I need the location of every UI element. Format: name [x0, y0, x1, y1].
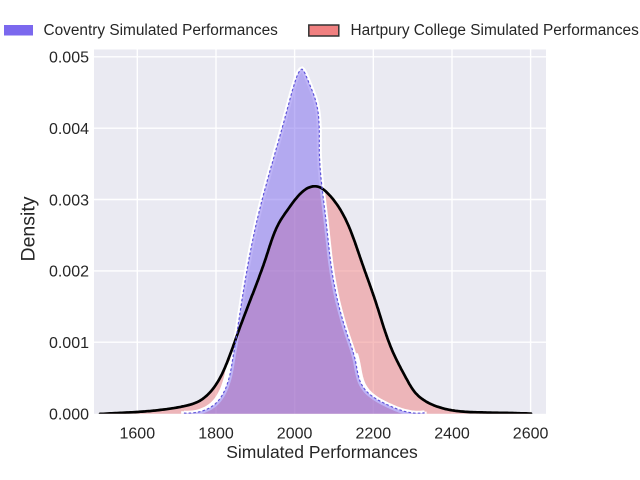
svg-text:2400: 2400 [434, 426, 470, 443]
svg-text:2000: 2000 [277, 426, 313, 443]
svg-text:0.001: 0.001 [49, 335, 89, 352]
svg-text:Hartpury College Simulated Per: Hartpury College Simulated Performances [351, 22, 640, 39]
svg-text:0.004: 0.004 [49, 121, 89, 138]
svg-text:0.002: 0.002 [49, 264, 89, 281]
svg-text:Simulated Performances: Simulated Performances [226, 442, 418, 462]
svg-text:0.005: 0.005 [49, 50, 89, 67]
svg-text:1600: 1600 [120, 426, 156, 443]
svg-text:Density: Density [17, 196, 39, 261]
svg-text:1800: 1800 [198, 426, 234, 443]
svg-text:0.000: 0.000 [49, 406, 89, 423]
svg-text:Coventry Simulated Performance: Coventry Simulated Performances [44, 22, 279, 39]
svg-text:0.003: 0.003 [49, 192, 89, 209]
svg-text:2200: 2200 [356, 426, 392, 443]
svg-text:2600: 2600 [513, 426, 549, 443]
